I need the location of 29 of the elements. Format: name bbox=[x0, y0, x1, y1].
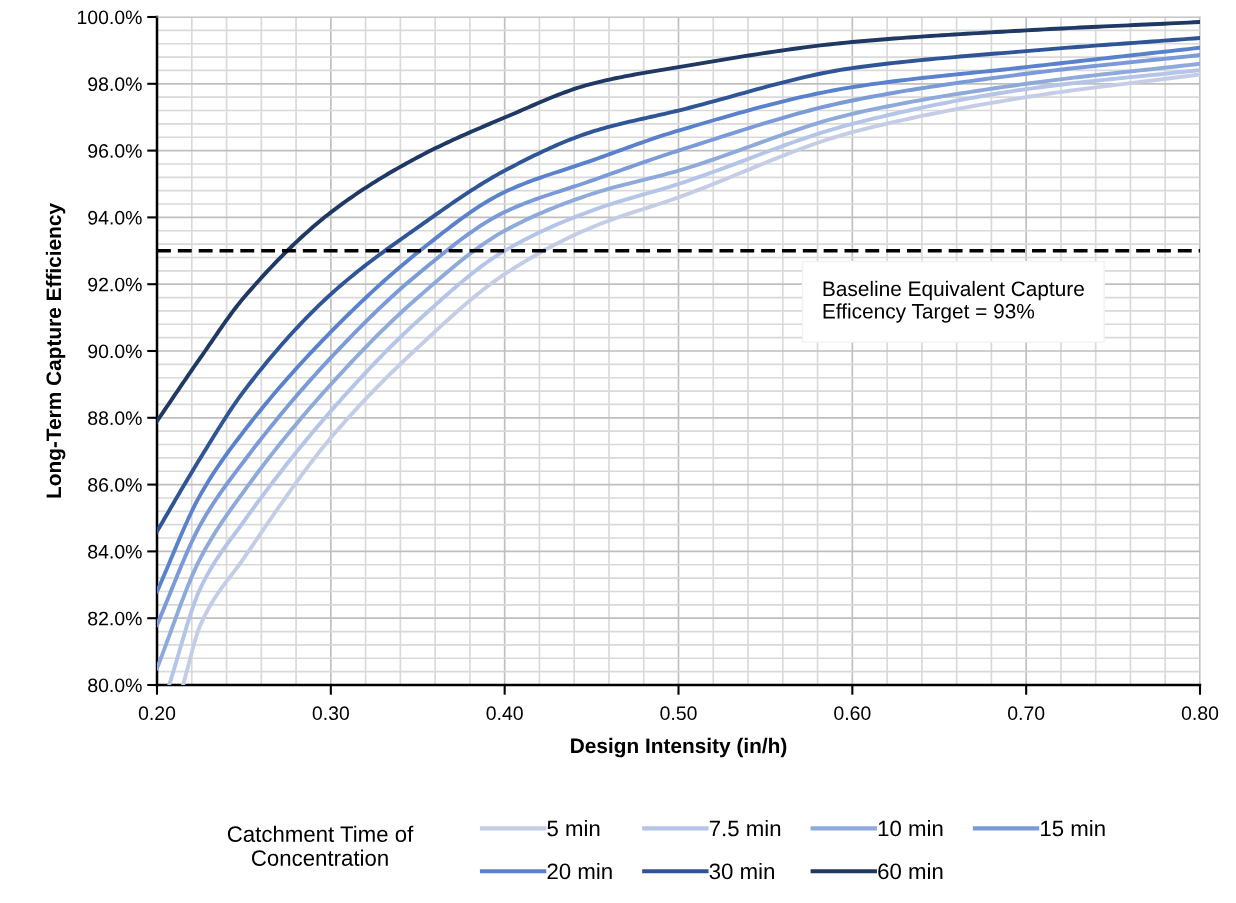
y-tick-label: 96.0% bbox=[88, 144, 142, 158]
x-tick-label: 0.80 bbox=[1181, 706, 1219, 721]
legend-label: 20 min bbox=[547, 862, 612, 880]
y-tick-label: 86.0% bbox=[88, 478, 142, 492]
legend-label: 60 min bbox=[878, 862, 943, 880]
y-tick-label: 98.0% bbox=[88, 77, 142, 92]
y-tick-label: 82.0% bbox=[88, 611, 142, 626]
x-axis-title: Design Intensity (in/h) bbox=[571, 737, 787, 758]
legend-label: 15 min bbox=[1041, 820, 1105, 837]
x-tick-label: 0.50 bbox=[660, 706, 697, 721]
legend-label: 5 min bbox=[547, 820, 600, 837]
y-tick-label: 88.0% bbox=[88, 411, 142, 426]
y-tick-label: 80.0% bbox=[88, 678, 142, 693]
y-tick-label: 100.0% bbox=[77, 10, 142, 25]
x-tick-label: 0.40 bbox=[486, 706, 523, 721]
y-tick-label: 94.0% bbox=[88, 210, 142, 225]
legend-label: 10 min bbox=[878, 820, 943, 837]
legend-title: Catchment Time of Concentration bbox=[227, 825, 414, 866]
x-tick-label: 0.20 bbox=[138, 706, 176, 721]
y-tick-label: 84.0% bbox=[88, 544, 142, 559]
legend-label: 30 min bbox=[709, 862, 774, 880]
x-tick-label: 0.60 bbox=[834, 706, 871, 721]
legend-label: 7.5 min bbox=[709, 820, 781, 837]
y-axis-title: Long-Term Capture Efficiency bbox=[45, 203, 66, 498]
x-tick-label: 0.30 bbox=[312, 706, 349, 721]
x-tick-label: 0.70 bbox=[1008, 706, 1045, 721]
y-tick-label: 90.0% bbox=[88, 344, 142, 359]
ref-line-label: Baseline Equivalent Capture Efficency Target = 93% bbox=[823, 280, 1084, 323]
y-tick-label: 92.0% bbox=[88, 277, 142, 292]
